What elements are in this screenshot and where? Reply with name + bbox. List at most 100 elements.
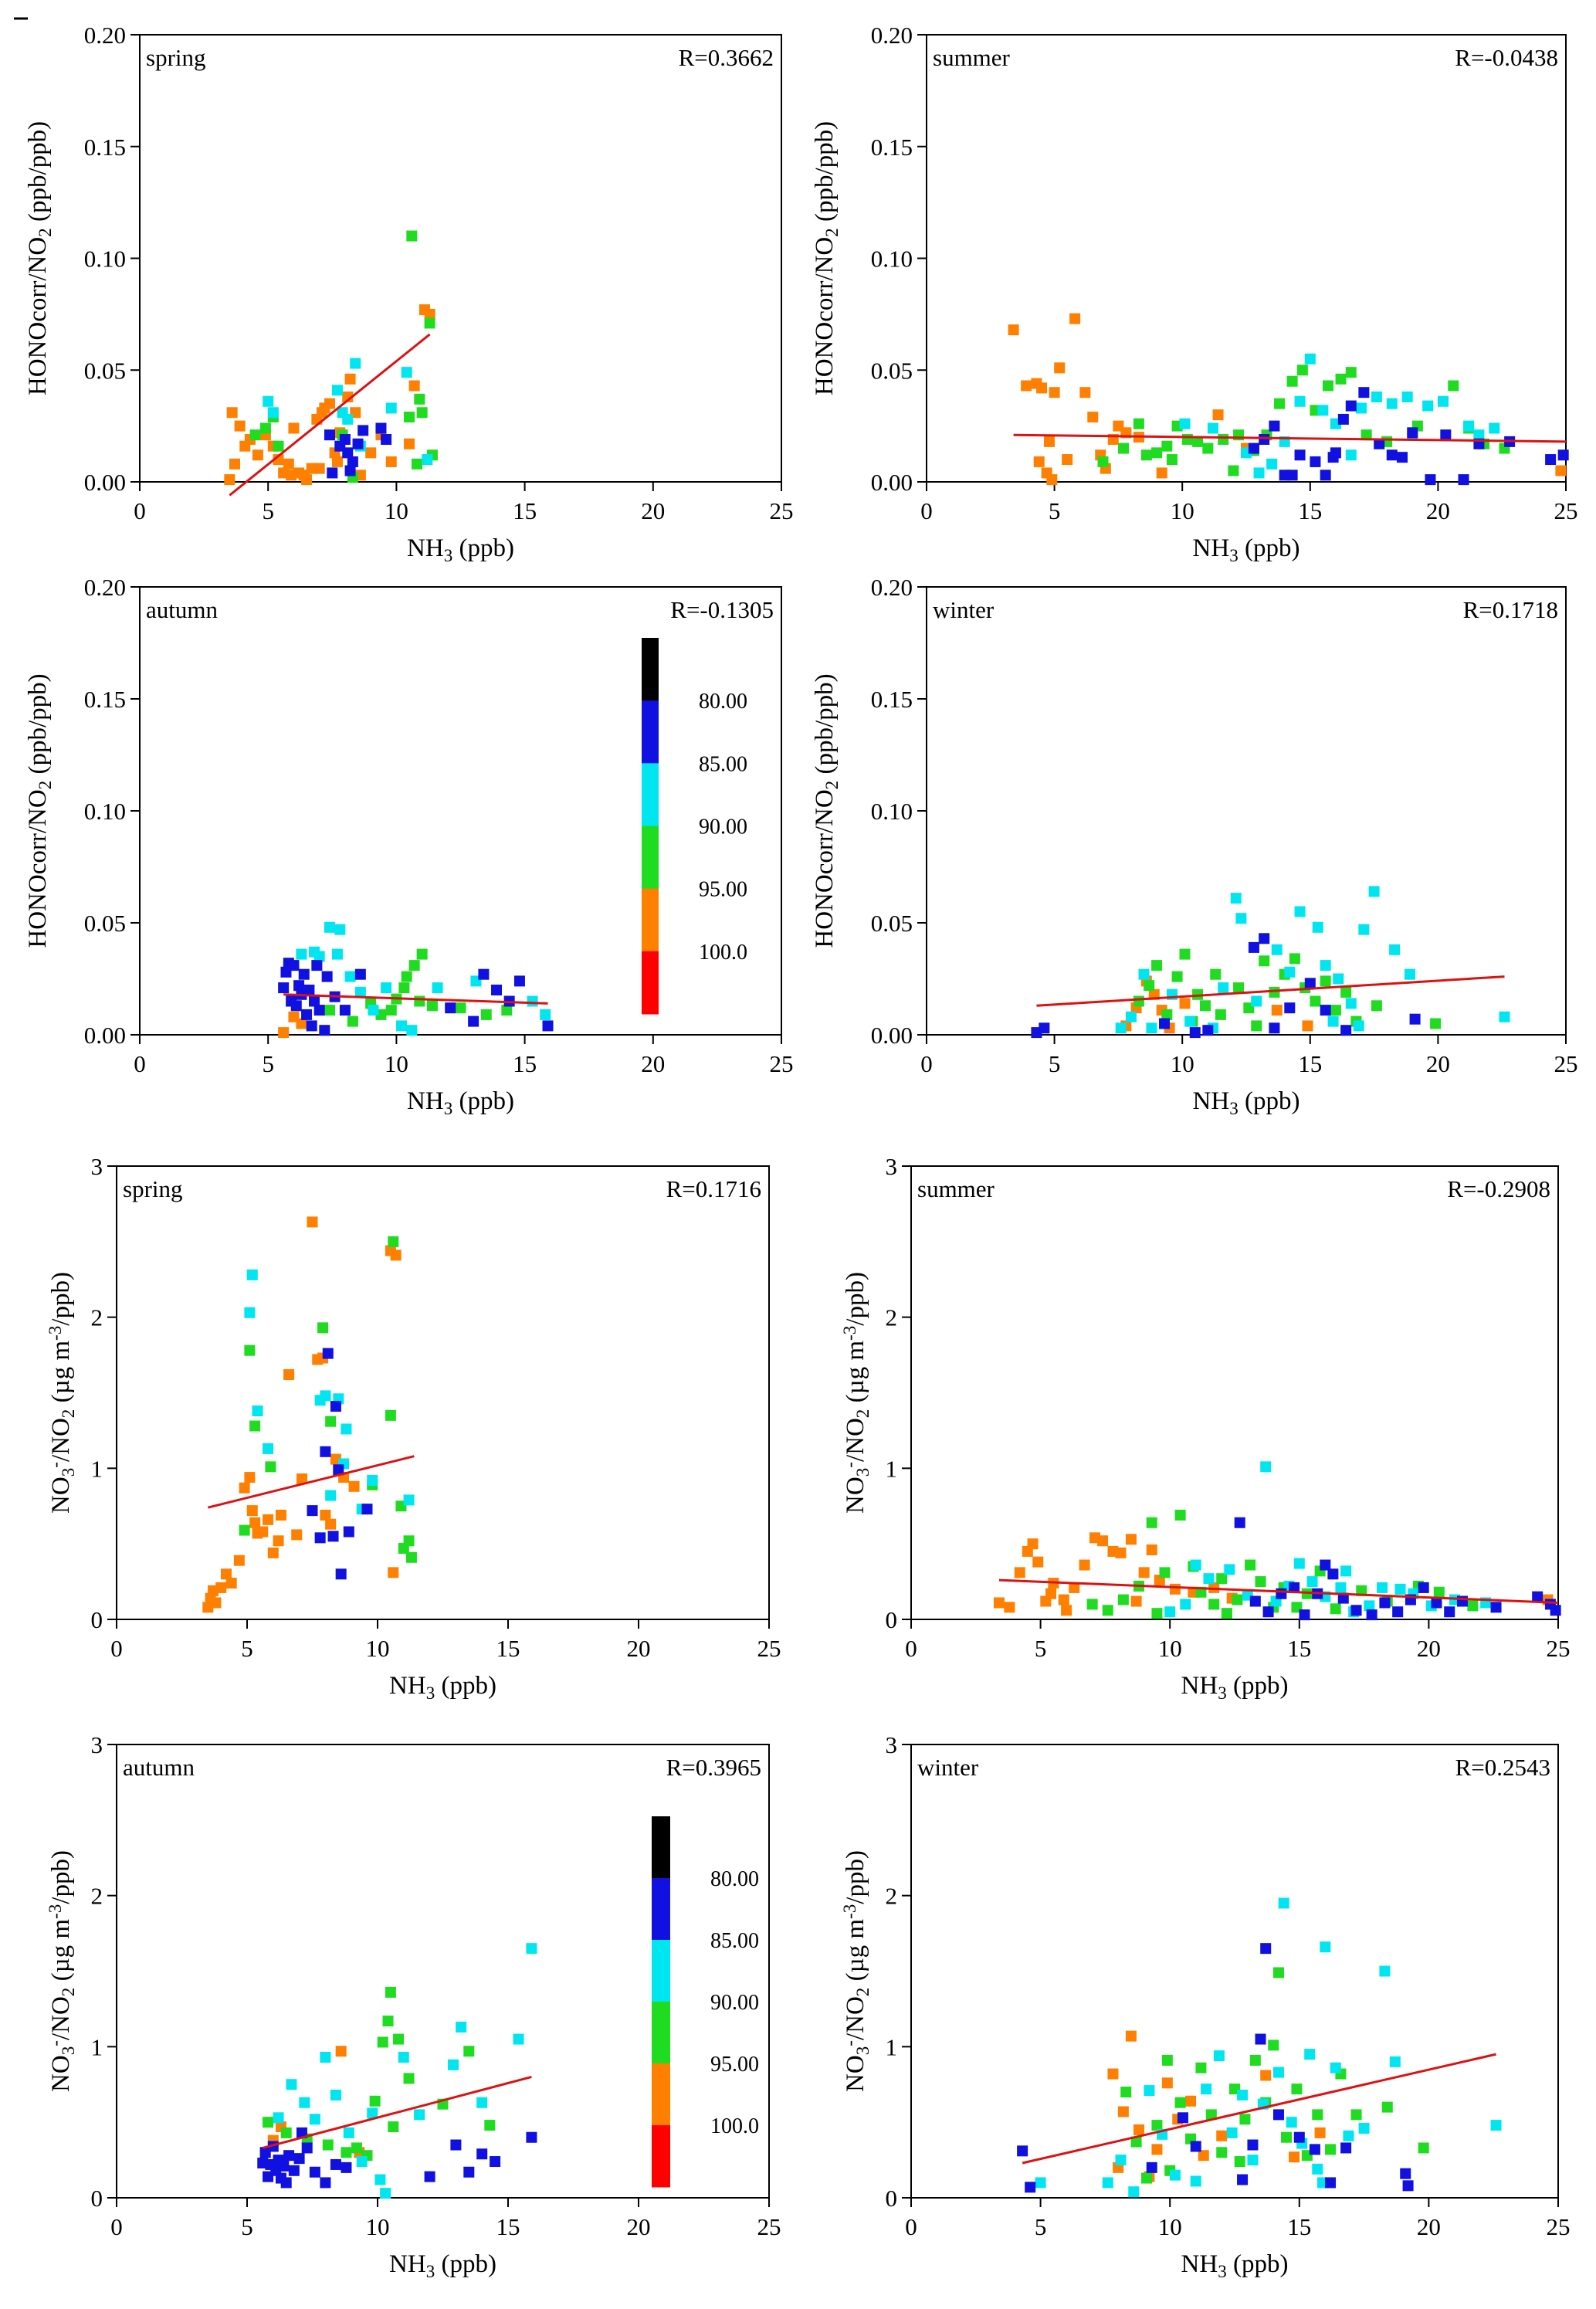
data-point-cyan (1377, 1582, 1388, 1593)
data-point-green (1232, 1594, 1243, 1605)
data-point-cyan (1327, 1015, 1339, 1027)
data-point-orange (1161, 2077, 1173, 2089)
data-point-blue (1248, 442, 1259, 454)
x-tick-label: 15 (1287, 1635, 1311, 1662)
data-point-blue (1237, 2174, 1249, 2185)
x-tick-label: 20 (1417, 1635, 1441, 1662)
data-point-cyan (313, 951, 325, 962)
data-point-blue (343, 1526, 354, 1538)
y-tick-label: 1 (886, 1455, 898, 1482)
data-point-blue (335, 1568, 347, 1580)
data-point-blue (1392, 1606, 1404, 1618)
data-point-orange (320, 1509, 331, 1521)
data-point-cyan (1247, 2155, 1259, 2166)
data-point-cyan (330, 2089, 341, 2100)
y-tick-label: 0.05 (871, 910, 913, 937)
data-point-orange (1097, 1535, 1109, 1547)
data-point-blue (309, 2166, 320, 2178)
data-point-orange (1079, 1559, 1090, 1571)
data-point-blue (321, 971, 333, 982)
plot-frame (139, 586, 782, 1036)
data-point-blue (381, 433, 392, 445)
data-point-green (404, 412, 415, 423)
data-point-blue (1259, 933, 1270, 944)
data-point-green (1340, 986, 1352, 998)
data-point-green (244, 1344, 256, 1356)
data-point-orange (1314, 2127, 1326, 2138)
data-point-blue (293, 980, 305, 992)
data-point-cyan (1320, 1941, 1331, 1953)
data-point-cyan (1489, 422, 1500, 434)
data-point-orange (1185, 2095, 1197, 2107)
data-point-green (239, 1524, 250, 1536)
y-axis-title: NO3-/NO2 (µg m-3/ppb) (839, 1850, 873, 2092)
data-point-cyan (273, 2112, 284, 2124)
data-point-orange (1069, 1582, 1080, 1593)
x-tick-label: 10 (366, 1635, 390, 1662)
plot-frame (926, 34, 1567, 483)
x-tick-label: 20 (1417, 2213, 1441, 2240)
data-point-green (1433, 1586, 1445, 1598)
data-point-cyan (246, 1269, 258, 1280)
data-point-blue (309, 995, 320, 1007)
data-point-cyan (1203, 1573, 1215, 1585)
data-point-cyan (1345, 998, 1357, 1009)
data-point-cyan (385, 402, 397, 414)
data-point-blue (303, 985, 315, 995)
data-point-green (265, 1461, 276, 1473)
data-point-blue (1304, 978, 1316, 989)
data-point-blue (306, 1020, 317, 1032)
panel-1-spring: 0 5 10 15 20 25 0.00 0.05 0.10 0.15 0.20 NH3 (ppb) H… (24, 22, 794, 565)
data-point-blue (1444, 1606, 1455, 1618)
data-point-orange (215, 1582, 227, 1593)
data-point-orange (244, 1472, 256, 1483)
data-point-blue (330, 1401, 341, 1412)
data-point-cyan (476, 2097, 488, 2108)
x-tick-label: 10 (1171, 1050, 1194, 1077)
y-axis-title: HONOcorr/NO2 (ppb/ppb) (811, 121, 842, 395)
data-point-green (325, 1416, 337, 1427)
data-point-orange (1079, 387, 1091, 398)
season-label: spring (123, 1175, 183, 1202)
data-point-cyan (1251, 995, 1262, 1007)
data-point-green (1234, 2156, 1245, 2168)
y-tick-label: 3 (886, 1153, 898, 1180)
data-point-blue (1189, 1027, 1201, 1039)
data-point-blue (1289, 1582, 1300, 1593)
data-point-blue (280, 2177, 292, 2189)
colorbar-segment (652, 2063, 670, 2126)
data-point-blue (1309, 2144, 1320, 2155)
r-value-label: R=-0.1305 (670, 596, 774, 623)
season-label: winter (917, 1754, 979, 1781)
data-point-blue (463, 2166, 475, 2178)
data-point-blue (1249, 1595, 1261, 1607)
r-value-label: R=0.3965 (666, 1754, 761, 1781)
data-point-blue (352, 438, 364, 449)
data-point-orange (1061, 1605, 1072, 1616)
data-point-orange (257, 1526, 269, 1538)
data-point-green (414, 995, 425, 1007)
data-point-orange (1169, 1583, 1181, 1595)
data-point-blue (513, 975, 525, 987)
data-point-green (1174, 2097, 1186, 2108)
data-point-green (393, 2033, 405, 2045)
data-point-green (1130, 2136, 1142, 2148)
data-point-blue (491, 985, 503, 995)
data-point-orange (233, 1555, 245, 1566)
data-point-blue (290, 1000, 302, 1012)
data-point-blue (1272, 2109, 1284, 2121)
data-point-blue (1340, 2142, 1352, 2154)
data-point-orange (1115, 1547, 1127, 1558)
data-point-cyan (320, 2052, 331, 2063)
fit-line (998, 1578, 1559, 1604)
data-point-orange (1260, 2070, 1272, 2081)
data-point-cyan (1335, 1582, 1347, 1593)
data-point-orange (1043, 436, 1055, 447)
panel-3-autumn: 0 5 10 15 20 25 0.00 0.05 0.10 0.15 0.20 NH3 (ppb) H… (24, 574, 794, 1118)
x-tick-label: 0 (920, 497, 933, 524)
data-point-cyan (1389, 944, 1401, 955)
data-point-cyan (1128, 2186, 1140, 2198)
data-point-green (1192, 988, 1204, 1000)
data-point-orange (1216, 2130, 1228, 2141)
data-point-cyan (1294, 906, 1306, 917)
